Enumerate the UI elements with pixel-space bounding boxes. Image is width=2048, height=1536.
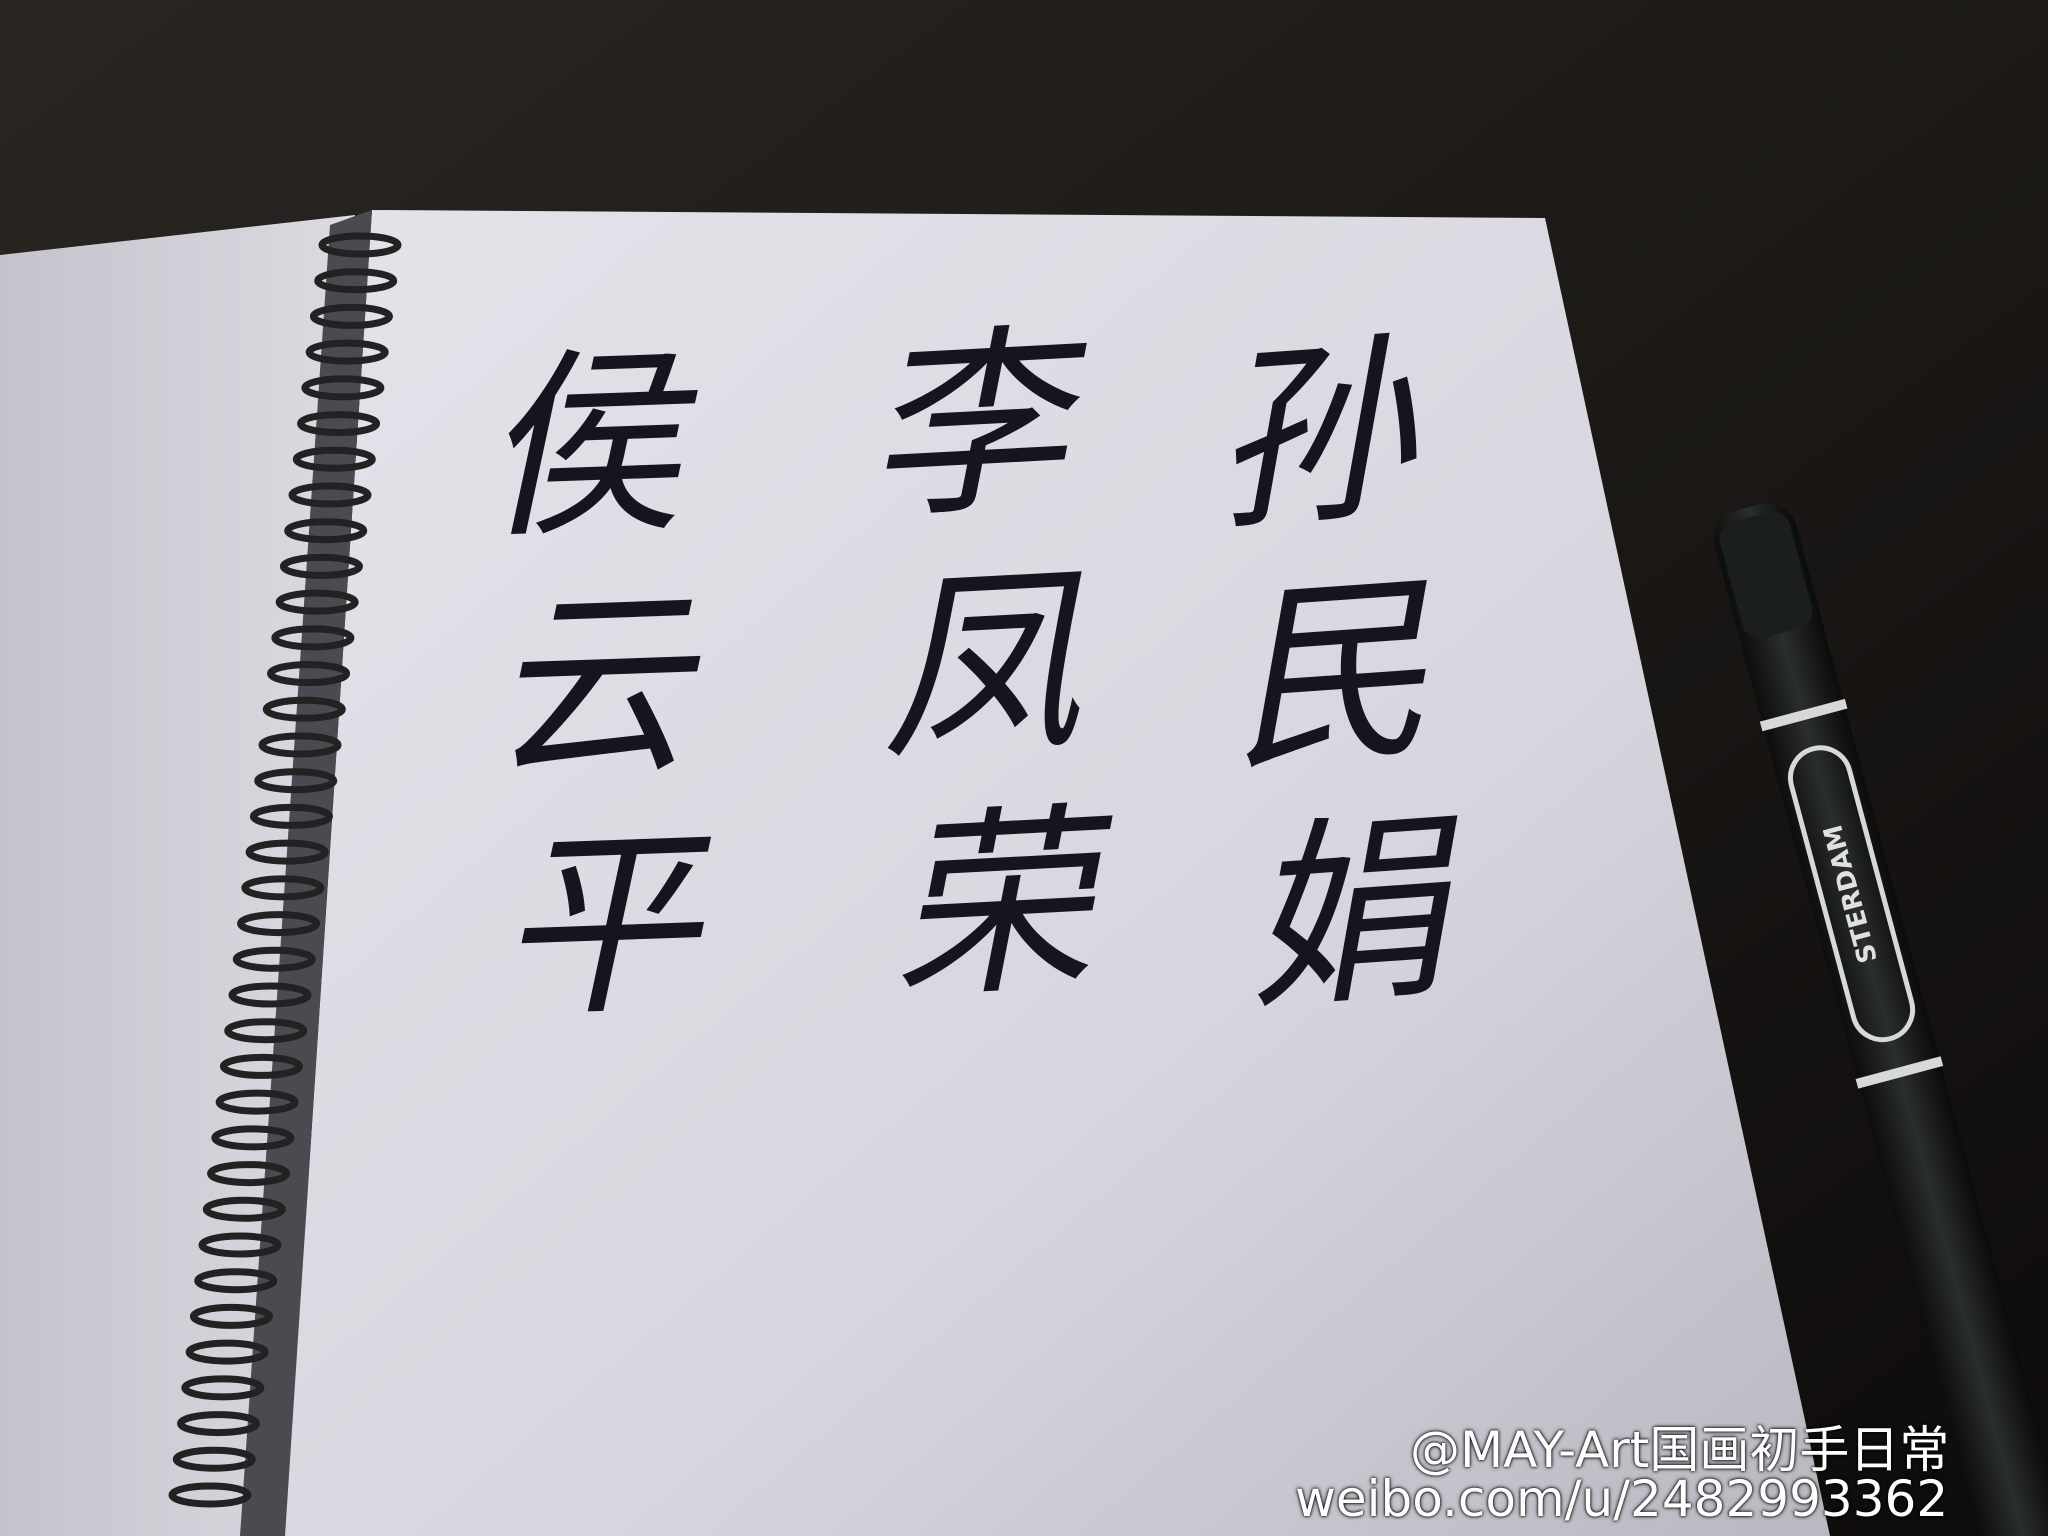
spiral-ring <box>202 1196 286 1222</box>
spiral-ring <box>181 1375 265 1401</box>
spiral-binding <box>168 232 402 1508</box>
spiral-ring <box>194 1268 278 1294</box>
spiral-ring <box>198 1232 282 1258</box>
spiral-ring <box>189 1303 273 1329</box>
spiral-ring <box>185 1339 269 1365</box>
spiral-ring <box>219 1053 303 1079</box>
handwriting-column: 孙民娟 <box>1169 322 1452 1058</box>
spiral-ring <box>215 1089 299 1115</box>
watermark-url: weibo.com/u/2482993362 <box>1295 1470 1949 1528</box>
spiral-ring <box>211 1125 295 1151</box>
spiral-ring <box>207 1161 291 1187</box>
pen-band <box>1855 1056 1944 1089</box>
pen-cap <box>1719 511 1813 639</box>
spiral-ring <box>305 339 389 365</box>
spiral-ring <box>241 875 325 901</box>
spiral-ring <box>177 1411 261 1437</box>
pen-label-frame <box>1787 745 1916 1043</box>
right-page <box>285 210 1830 1536</box>
spiral-ring <box>232 946 316 972</box>
spiral-ring <box>254 768 338 794</box>
spiral-ring <box>309 303 393 329</box>
marker-pen: STERDAM <box>1714 503 2048 1536</box>
handwriting-column: 李凤荣 <box>825 314 1096 1046</box>
spiral-ring <box>275 589 359 615</box>
spiral-ring <box>172 1446 256 1472</box>
spiral-ring <box>224 1018 308 1044</box>
spiral-ring <box>267 661 351 687</box>
spiral-ring <box>168 1482 252 1508</box>
spiral-ring <box>318 232 402 258</box>
spiral-ring <box>262 696 346 722</box>
spiral-ring <box>245 839 329 865</box>
spiral-ring <box>271 625 355 651</box>
spiral-ring <box>258 732 342 758</box>
spiral-ring <box>301 375 385 401</box>
watermark-handle: @MAY-Art国画初手日常 <box>1410 1421 1950 1479</box>
spiral-ring <box>288 482 372 508</box>
spiral-ring <box>237 911 321 937</box>
spiral-ring <box>228 982 312 1008</box>
spiral-ring <box>284 518 368 544</box>
spiral-ring <box>297 411 381 437</box>
spiral-ring <box>314 268 398 294</box>
spiral-ring <box>279 553 363 579</box>
spiral-ring <box>292 446 376 472</box>
spiral-ring <box>249 803 333 829</box>
pen-band <box>1759 698 1848 732</box>
handwriting-column: 侯云平 <box>441 336 700 1064</box>
